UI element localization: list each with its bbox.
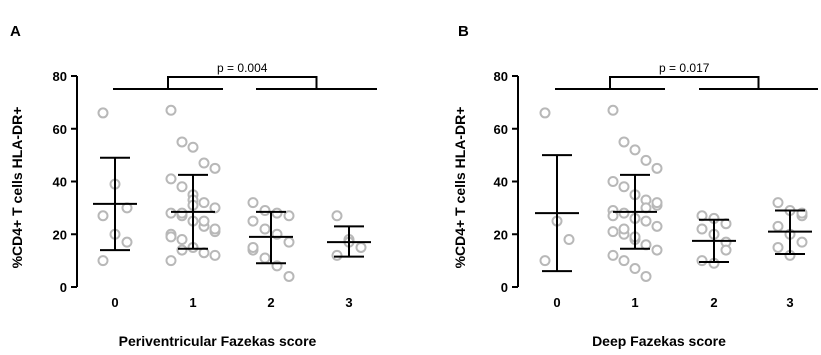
data-point — [607, 249, 619, 261]
y-axis-title: %CD4+ T cells HLA-DR+ — [9, 107, 25, 269]
comparison-bracket — [609, 76, 760, 89]
data-point — [176, 136, 188, 148]
data-point — [283, 210, 295, 222]
data-point — [772, 241, 784, 253]
data-point — [176, 207, 188, 219]
data-point — [259, 205, 271, 217]
y-tick-label: 80 — [53, 69, 67, 84]
data-point — [629, 263, 641, 275]
data-point — [696, 255, 708, 267]
x-tick-label: 1 — [631, 295, 638, 310]
data-point — [97, 107, 109, 119]
data-point — [187, 141, 199, 153]
data-point — [209, 162, 221, 174]
y-tick-label: 20 — [494, 227, 508, 242]
comparison-bracket — [167, 76, 318, 89]
data-point — [618, 255, 630, 267]
x-tick-label: 0 — [111, 295, 118, 310]
data-point — [209, 223, 221, 235]
data-point — [563, 234, 575, 246]
data-point — [355, 241, 367, 253]
data-point — [121, 236, 133, 248]
data-point — [618, 181, 630, 193]
y-tick-label: 80 — [494, 69, 508, 84]
y-tick-label: 0 — [501, 280, 508, 295]
data-point — [165, 207, 177, 219]
data-point — [176, 244, 188, 256]
data-point — [198, 157, 210, 169]
x-axis-title: Deep Fazekas score — [592, 333, 726, 349]
data-point — [176, 181, 188, 193]
data-point — [640, 215, 652, 227]
x-tick-label: 3 — [786, 295, 793, 310]
data-point — [618, 207, 630, 219]
data-point — [283, 236, 295, 248]
y-tick-label: 0 — [60, 280, 67, 295]
data-point — [539, 255, 551, 267]
data-point — [772, 220, 784, 232]
data-point — [720, 244, 732, 256]
data-point — [198, 197, 210, 209]
data-point — [618, 223, 630, 235]
panel-B: B 0 20 40 60 80 0 1 2 3 Deep Fazekas score %CD4+ T … — [452, 23, 818, 349]
data-point — [165, 231, 177, 243]
data-point — [331, 210, 343, 222]
x-axis-title: Periventricular Fazekas score — [119, 333, 317, 349]
y-tick-label: 60 — [494, 122, 508, 137]
data-point — [331, 249, 343, 261]
x-tick-label: 0 — [553, 295, 560, 310]
p-value-label: p = 0.017 — [659, 61, 710, 75]
y-tick-label: 40 — [494, 175, 508, 190]
data-point — [165, 173, 177, 185]
panel-letter: B — [458, 23, 469, 40]
panel-A: A 0 20 40 60 80 0 1 2 3 Periventricular Fazekas sc… — [9, 23, 377, 349]
data-point — [539, 107, 551, 119]
p-value-label: p = 0.004 — [217, 61, 268, 75]
y-tick-label: 40 — [53, 175, 67, 190]
data-point — [772, 197, 784, 209]
data-point — [640, 154, 652, 166]
y-tick-label: 60 — [53, 122, 67, 137]
data-point — [259, 223, 271, 235]
data-point — [796, 236, 808, 248]
data-point — [696, 223, 708, 235]
data-point — [651, 220, 663, 232]
x-tick-label: 3 — [345, 295, 352, 310]
data-point — [209, 249, 221, 261]
data-point — [198, 215, 210, 227]
data-point — [165, 255, 177, 267]
data-point — [165, 104, 177, 116]
data-point — [651, 197, 663, 209]
data-point — [259, 252, 271, 264]
data-point — [283, 270, 295, 282]
data-point — [607, 104, 619, 116]
y-tick-label: 20 — [53, 227, 67, 242]
data-point — [629, 144, 641, 156]
x-tick-label: 2 — [710, 295, 717, 310]
data-point — [607, 226, 619, 238]
data-point — [607, 176, 619, 187]
data-point — [247, 197, 259, 209]
y-axis-title: %CD4+ T cells HLA-DR+ — [452, 107, 468, 269]
panel-letter: A — [10, 23, 21, 40]
x-tick-label: 1 — [189, 295, 196, 310]
data-point — [247, 215, 259, 227]
data-point — [97, 210, 109, 222]
data-point — [651, 162, 663, 174]
data-point — [271, 207, 283, 219]
data-point — [618, 136, 630, 148]
data-point — [640, 270, 652, 282]
data-point — [651, 244, 663, 256]
data-point — [176, 234, 188, 246]
data-point — [247, 241, 259, 253]
x-tick-label: 2 — [267, 295, 274, 310]
data-point — [97, 255, 109, 267]
